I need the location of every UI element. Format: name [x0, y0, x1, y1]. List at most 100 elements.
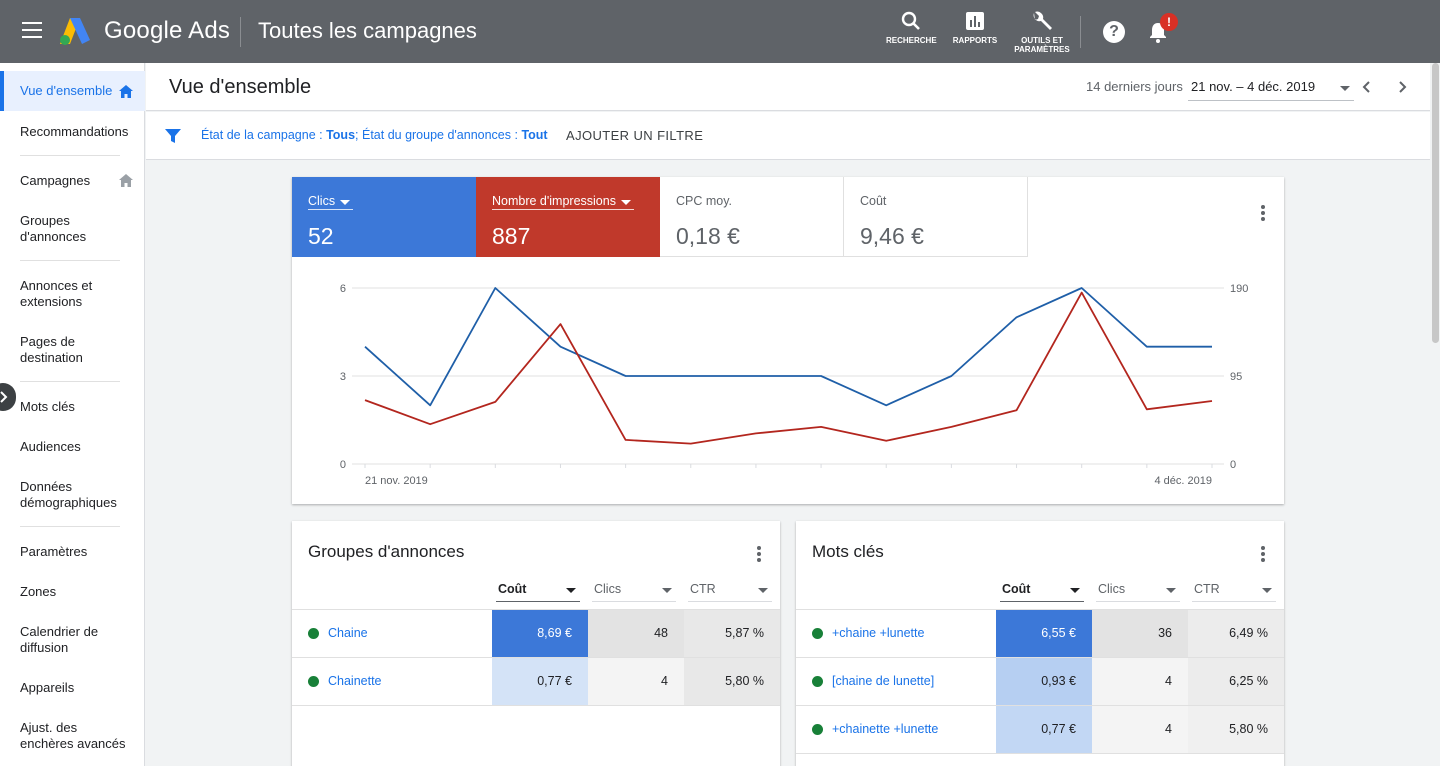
sidebar-item-label: Calendrier de [20, 624, 99, 639]
top-bar: Google Ads Toutes les campagnes RECHERCH… [0, 0, 1440, 63]
sidebar-item-ad-groups[interactable]: Groupes d'annonces [0, 213, 145, 245]
row-name-link[interactable]: [chaine de lunette] [832, 674, 935, 688]
caret-down-icon [340, 200, 351, 205]
add-filter-button[interactable]: AJOUTER UN FILTRE [566, 128, 704, 143]
clicks-cell: 4 [1092, 706, 1188, 753]
ctr-cell: 6,25 % [1188, 658, 1284, 705]
sidebar-item-ads-extensions[interactable]: Annonces et extensions [0, 278, 145, 310]
help-icon[interactable]: ? [1103, 21, 1125, 43]
sidebar-item-label: Mots clés [20, 399, 75, 414]
metric-label: Coût [860, 194, 887, 208]
sidebar-item-label: Recommandations [20, 124, 129, 139]
y-right-tick-label: 190 [1230, 283, 1248, 295]
column-label: Coût [1002, 582, 1031, 596]
sidebar-item-label: Paramètres [20, 544, 88, 559]
nav-divider [20, 381, 120, 382]
sidebar-item-ad-schedule[interactable]: Calendrier de diffusion [0, 624, 145, 656]
brand-name: Google Ads [104, 17, 231, 44]
metric-tile-avg-cpc[interactable]: CPC moy. 0,18 € [660, 177, 844, 257]
search-label: RECHERCHE [886, 36, 937, 45]
row-name-link[interactable]: Chaine [328, 626, 368, 640]
filter-value: Tous [326, 128, 356, 142]
row-name-link[interactable]: Chainette [328, 674, 382, 688]
sidebar-item-devices[interactable]: Appareils [0, 680, 145, 696]
column-header-clicks[interactable]: Clics [592, 582, 676, 602]
column-header-ctr[interactable]: CTR [688, 582, 772, 602]
status-enabled-icon [812, 676, 823, 687]
row-name-link[interactable]: +chaine +lunette [832, 626, 925, 640]
table-row[interactable]: Chaine 8,69 € 48 5,87 % [292, 609, 780, 657]
status-enabled-icon [308, 676, 319, 687]
menu-icon[interactable] [22, 22, 42, 40]
table-row[interactable]: +chaine +lunette 6,55 € 36 6,49 % [796, 609, 1284, 657]
y-left-tick-label: 6 [340, 283, 346, 295]
more-options-icon[interactable] [1261, 546, 1265, 564]
cost-cell: 0,77 € [492, 658, 588, 705]
table-row[interactable]: Chainette 0,77 € 4 5,80 % [292, 657, 780, 705]
cost-cell: 6,55 € [996, 610, 1092, 657]
caret-down-icon [1340, 86, 1350, 91]
column-header-cost[interactable]: Coût [496, 582, 580, 602]
search-button[interactable]: RECHERCHE [886, 10, 937, 45]
nav-divider [20, 526, 120, 527]
sidebar-item-locations[interactable]: Zones [0, 584, 145, 600]
chevron-left-icon[interactable] [1360, 80, 1374, 94]
clicks-cell: 4 [588, 658, 684, 705]
caret-down-icon [1070, 588, 1080, 593]
metric-value: 52 [308, 223, 334, 249]
sidebar-item-label: Données [20, 479, 73, 494]
filter-separator: ; [355, 128, 362, 142]
scrollbar[interactable] [1430, 63, 1440, 766]
metric-value: 887 [492, 223, 531, 249]
tools-label-line1: OUTILS ET [1021, 36, 1063, 45]
sidebar-item-landing-pages[interactable]: Pages de destination [0, 334, 145, 366]
performance-chart-card: Clics 52 Nombre d'impressions 887 CPC mo… [292, 177, 1284, 504]
column-label: CTR [1194, 582, 1220, 596]
sidebar-item-campaigns[interactable]: Campagnes [0, 173, 145, 189]
keywords-card: Mots clés Coût Clics CTR +chaine +lunett… [796, 521, 1284, 766]
table-row[interactable]: +chainette +lunette 0,77 € 4 5,80 % [796, 705, 1284, 753]
y-right-tick-label: 0 [1230, 459, 1236, 471]
cost-cell: 0,77 € [996, 706, 1092, 753]
more-options-icon[interactable] [757, 546, 761, 564]
sidebar-item-audiences[interactable]: Audiences [0, 439, 145, 455]
clicks-cell: 48 [588, 610, 684, 657]
metric-tile-impressions[interactable]: Nombre d'impressions 887 [476, 177, 660, 257]
sidebar-item-label: Appareils [20, 680, 75, 695]
metric-tile-clicks[interactable]: Clics 52 [292, 177, 476, 257]
more-options-icon[interactable] [1261, 205, 1265, 223]
date-range-dropdown[interactable]: 21 nov. – 4 déc. 2019 [1188, 77, 1354, 101]
active-filters[interactable]: État de la campagne : Tous; État du grou… [201, 128, 548, 142]
sidebar-nav: Vue d'ensemble Recommandations Campagnes… [0, 63, 145, 766]
row-name-link[interactable]: +chainette +lunette [832, 722, 939, 736]
metric-tile-cost[interactable]: Coût 9,46 € [844, 177, 1028, 257]
table-row[interactable]: [chaine de lunette] 0,93 € 4 6,25 % [796, 657, 1284, 705]
column-header-ctr[interactable]: CTR [1192, 582, 1276, 602]
column-label: Clics [1098, 582, 1126, 596]
scrollbar-thumb[interactable] [1432, 63, 1439, 343]
filter-label: État de la campagne : [201, 128, 327, 142]
caret-down-icon [620, 200, 631, 205]
sidebar-item-label: extensions [20, 294, 83, 309]
sidebar-item-recommendations[interactable]: Recommandations [0, 124, 145, 140]
reports-button[interactable]: RAPPORTS [952, 10, 998, 45]
sidebar-item-label: Campagnes [20, 173, 91, 188]
sidebar-item-advanced-bid-adj[interactable]: Ajust. des enchères avancés [0, 720, 145, 752]
tools-settings-button[interactable]: OUTILS ET PARAMÈTRES [1012, 10, 1072, 54]
divider [240, 17, 241, 47]
metric-label-wrap: Clics [308, 194, 354, 210]
filter-icon[interactable] [164, 127, 182, 145]
sidebar-item-keywords[interactable]: Mots clés [0, 399, 145, 415]
filter-bar: État de la campagne : Tous; État du grou… [146, 112, 1430, 160]
sidebar-collapse-button[interactable] [0, 383, 16, 411]
sidebar-item-settings[interactable]: Paramètres [0, 544, 145, 560]
sidebar-item-overview[interactable]: Vue d'ensemble [0, 71, 145, 111]
column-header-clicks[interactable]: Clics [1096, 582, 1180, 602]
sidebar-item-demographics[interactable]: Données démographiques [0, 479, 145, 511]
filter-value: Tout [521, 128, 548, 142]
ad-groups-card: Groupes d'annonces Coût Clics CTR Chaine… [292, 521, 780, 766]
date-preset-label: 14 derniers jours [1086, 79, 1183, 94]
chevron-right-icon[interactable] [1395, 80, 1409, 94]
cost-cell: 8,69 € [492, 610, 588, 657]
column-header-cost[interactable]: Coût [1000, 582, 1084, 602]
